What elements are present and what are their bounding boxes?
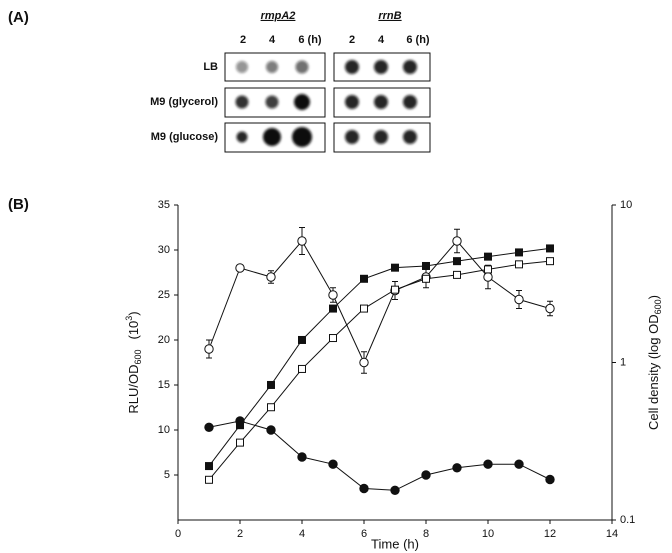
marker — [266, 272, 276, 282]
marker — [483, 272, 493, 282]
marker — [452, 236, 462, 246]
marker — [514, 459, 524, 469]
time-label: 6 (h) — [406, 34, 430, 46]
marker — [329, 304, 337, 313]
marker — [514, 294, 524, 305]
marker — [266, 425, 276, 435]
y2-tick-label: 1 — [620, 356, 626, 368]
series — [205, 257, 554, 484]
x-tick-label: 10 — [482, 528, 494, 540]
blot — [224, 52, 431, 153]
marker — [235, 263, 245, 273]
axis-label-part: 3 — [124, 316, 134, 321]
marker — [328, 459, 338, 469]
marker — [390, 485, 400, 495]
time-label: 2 — [349, 34, 355, 46]
condition-label: M9 (glucose) — [151, 131, 219, 143]
condition-label: M9 (glycerol) — [150, 96, 218, 108]
y-tick-label: 35 — [158, 199, 170, 211]
marker — [545, 474, 555, 485]
panel-label: (B) — [8, 196, 29, 213]
marker — [421, 470, 431, 480]
marker — [484, 252, 492, 261]
marker — [422, 261, 430, 270]
marker — [483, 459, 493, 469]
marker — [359, 357, 369, 368]
marker — [359, 483, 369, 494]
axis-label: RLU/OD600 (103) — [124, 311, 143, 413]
x-tick-label: 4 — [299, 528, 305, 540]
marker — [545, 303, 555, 314]
marker — [360, 304, 368, 313]
axis-label-part: RLU/OD — [126, 365, 141, 414]
marker — [515, 248, 523, 257]
marker — [298, 335, 306, 344]
marker — [267, 403, 275, 412]
axis-label-part: 600 — [653, 299, 663, 314]
gene-label: rmpA2 — [261, 10, 296, 22]
x-tick-label: 6 — [361, 528, 367, 540]
panel-label: (A) — [8, 9, 29, 26]
x-tick-label: 8 — [423, 528, 429, 540]
marker — [297, 236, 307, 246]
line — [208, 260, 551, 481]
line — [208, 247, 551, 467]
series — [204, 227, 555, 374]
y2-tick-label: 10 — [620, 199, 632, 211]
series — [205, 244, 554, 471]
marker — [205, 475, 213, 484]
time-label: 4 — [269, 34, 276, 46]
marker — [484, 265, 492, 274]
x-tick-label: 14 — [606, 528, 618, 540]
y-tick-label: 30 — [158, 244, 170, 256]
axis-label-part: Cell density (log OD — [646, 314, 661, 430]
y-tick-label: 5 — [164, 469, 170, 481]
x-tick-label: 2 — [237, 528, 243, 540]
y-tick-label: 20 — [158, 334, 170, 346]
marker — [298, 364, 306, 373]
marker — [453, 270, 461, 279]
marker — [360, 274, 368, 283]
x-tick-label: 0 — [175, 528, 181, 540]
axis-label-part: ) — [126, 311, 141, 315]
marker — [297, 452, 307, 462]
axis-label: Cell density (log OD600) — [646, 295, 663, 430]
marker — [391, 263, 399, 272]
line — [208, 420, 551, 491]
axis-label-part: ) — [646, 295, 661, 299]
marker — [204, 344, 214, 354]
marker — [236, 438, 244, 447]
marker — [204, 422, 214, 432]
y-tick-label: 25 — [158, 289, 170, 301]
y-tick-label: 15 — [158, 379, 170, 391]
marker — [267, 380, 275, 389]
marker — [328, 290, 338, 300]
marker — [205, 462, 213, 471]
time-label: 2 — [240, 34, 246, 46]
time-label: 6 (h) — [298, 34, 322, 46]
gene-label: rrnB — [378, 10, 401, 22]
axis-label-part: (10 — [126, 321, 141, 340]
series — [204, 416, 555, 495]
marker — [515, 260, 523, 269]
marker — [546, 257, 554, 266]
marker — [391, 285, 399, 294]
line — [208, 240, 551, 364]
axis-label-part: 600 — [133, 350, 143, 365]
time-label: 4 — [378, 34, 385, 46]
dots — [235, 60, 417, 147]
x-tick-label: 12 — [544, 528, 556, 540]
marker — [453, 257, 461, 266]
marker — [236, 421, 244, 430]
marker — [546, 244, 554, 253]
condition-label: LB — [203, 61, 218, 73]
y-tick-label: 10 — [158, 424, 170, 436]
y2-tick-label: 0.1 — [620, 514, 635, 526]
marker — [329, 334, 337, 343]
marker — [422, 274, 430, 283]
marker — [452, 463, 462, 473]
x-axis-label: Time (h) — [371, 536, 419, 551]
